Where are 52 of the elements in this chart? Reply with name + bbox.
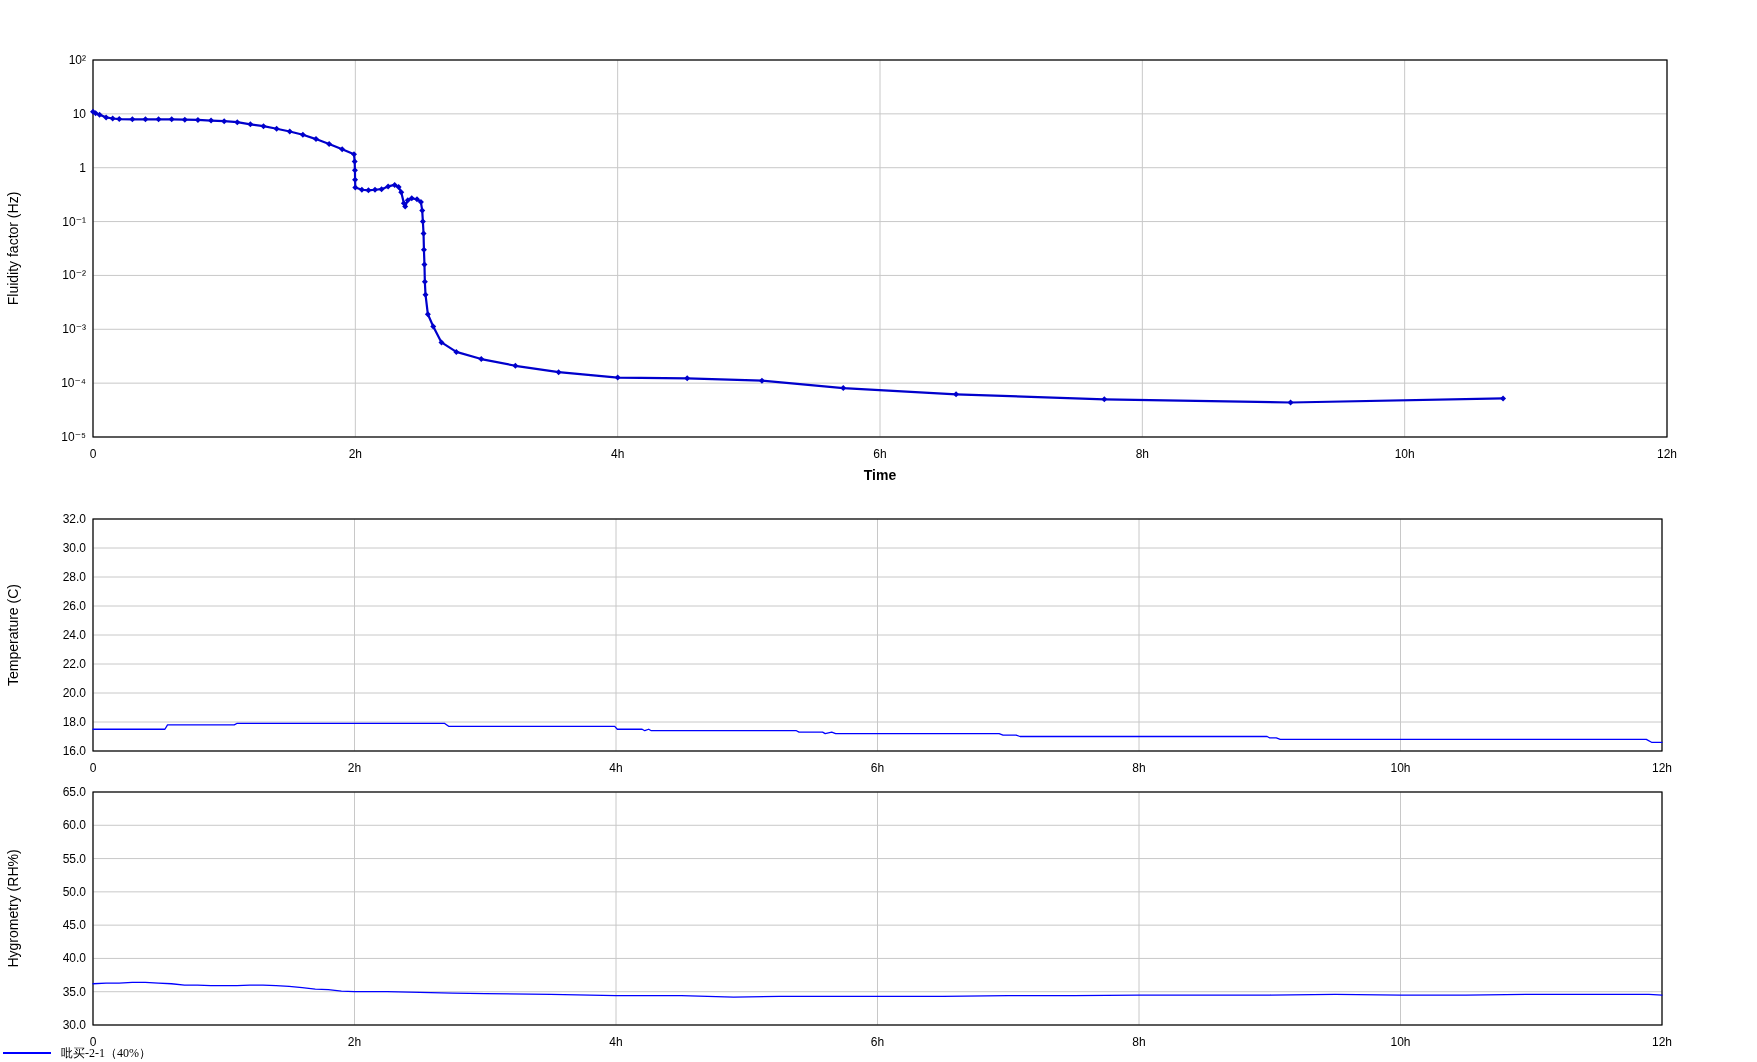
y-tick-label: 30.0 [62,541,87,555]
x-tick-label: 10h [1390,1035,1411,1049]
x-tick-label: 4h [610,447,625,461]
y-tick-label: 10 [72,106,87,121]
y-axis-title: Temperature (C) [5,584,21,686]
y-tick-label: 16.0 [62,744,87,758]
x-tick-label: 4h [609,761,623,775]
y-tick-label: 45.0 [62,918,87,933]
x-tick-label: 0 [89,761,97,775]
y-tick-label: 50.0 [62,884,87,899]
y-tick-label: 10⁻³ [62,322,86,337]
x-tick-label: 2h [347,1035,362,1049]
y-axis-title: Hygrometry (RH%) [5,849,21,968]
y-tick-label: 18.0 [62,715,87,729]
y-tick-label: 10² [68,53,86,67]
x-axis-title: Time [863,467,897,483]
x-tick-label: 6h [870,761,885,775]
x-tick-label: 10h [1394,447,1415,461]
y-tick-label: 65.0 [62,785,87,799]
x-tick-label: 4h [609,1035,623,1049]
x-tick-label: 10h [1390,761,1411,775]
x-tick-label: 6h [873,447,887,461]
y-tick-label: 35.0 [62,984,87,999]
y-tick-label: 60.0 [62,818,87,833]
legend: 吡买-2-1（40%） [2,1046,151,1060]
y-tick-label: 30.0 [62,1018,87,1032]
x-tick-label: 2h [347,761,362,775]
y-tick-label: 10⁻⁴ [61,376,86,391]
y-axis-title: Fluidity factor (Hz) [5,191,21,306]
x-tick-label: 2h [348,447,363,461]
y-tick-label: 10⁻⁵ [61,430,87,444]
x-tick-label: 0 [89,447,97,461]
x-tick-label: 8h [1132,1035,1146,1049]
x-tick-label: 12h [1656,447,1678,461]
y-tick-label: 22.0 [62,657,87,671]
y-tick-label: 40.0 [62,951,87,966]
y-tick-label: 10⁻² [62,268,86,283]
y-tick-label: 20.0 [62,686,87,700]
y-tick-label: 32.0 [62,512,87,526]
legend-label: 吡买-2-1（40%） [61,1046,151,1060]
y-tick-label: 28.0 [62,570,87,584]
y-tick-label: 55.0 [62,851,87,866]
x-tick-label: 6h [870,1035,885,1049]
y-tick-label: 1 [79,160,87,175]
y-tick-label: 10⁻¹ [62,214,86,229]
y-tick-label: 24.0 [62,628,87,642]
x-tick-label: 8h [1132,761,1146,775]
x-tick-label: 12h [1651,1035,1673,1049]
x-tick-label: 12h [1651,761,1673,775]
x-tick-label: 8h [1135,447,1150,461]
x-tick-label: 0 [89,1035,97,1049]
y-tick-label: 26.0 [62,599,87,613]
